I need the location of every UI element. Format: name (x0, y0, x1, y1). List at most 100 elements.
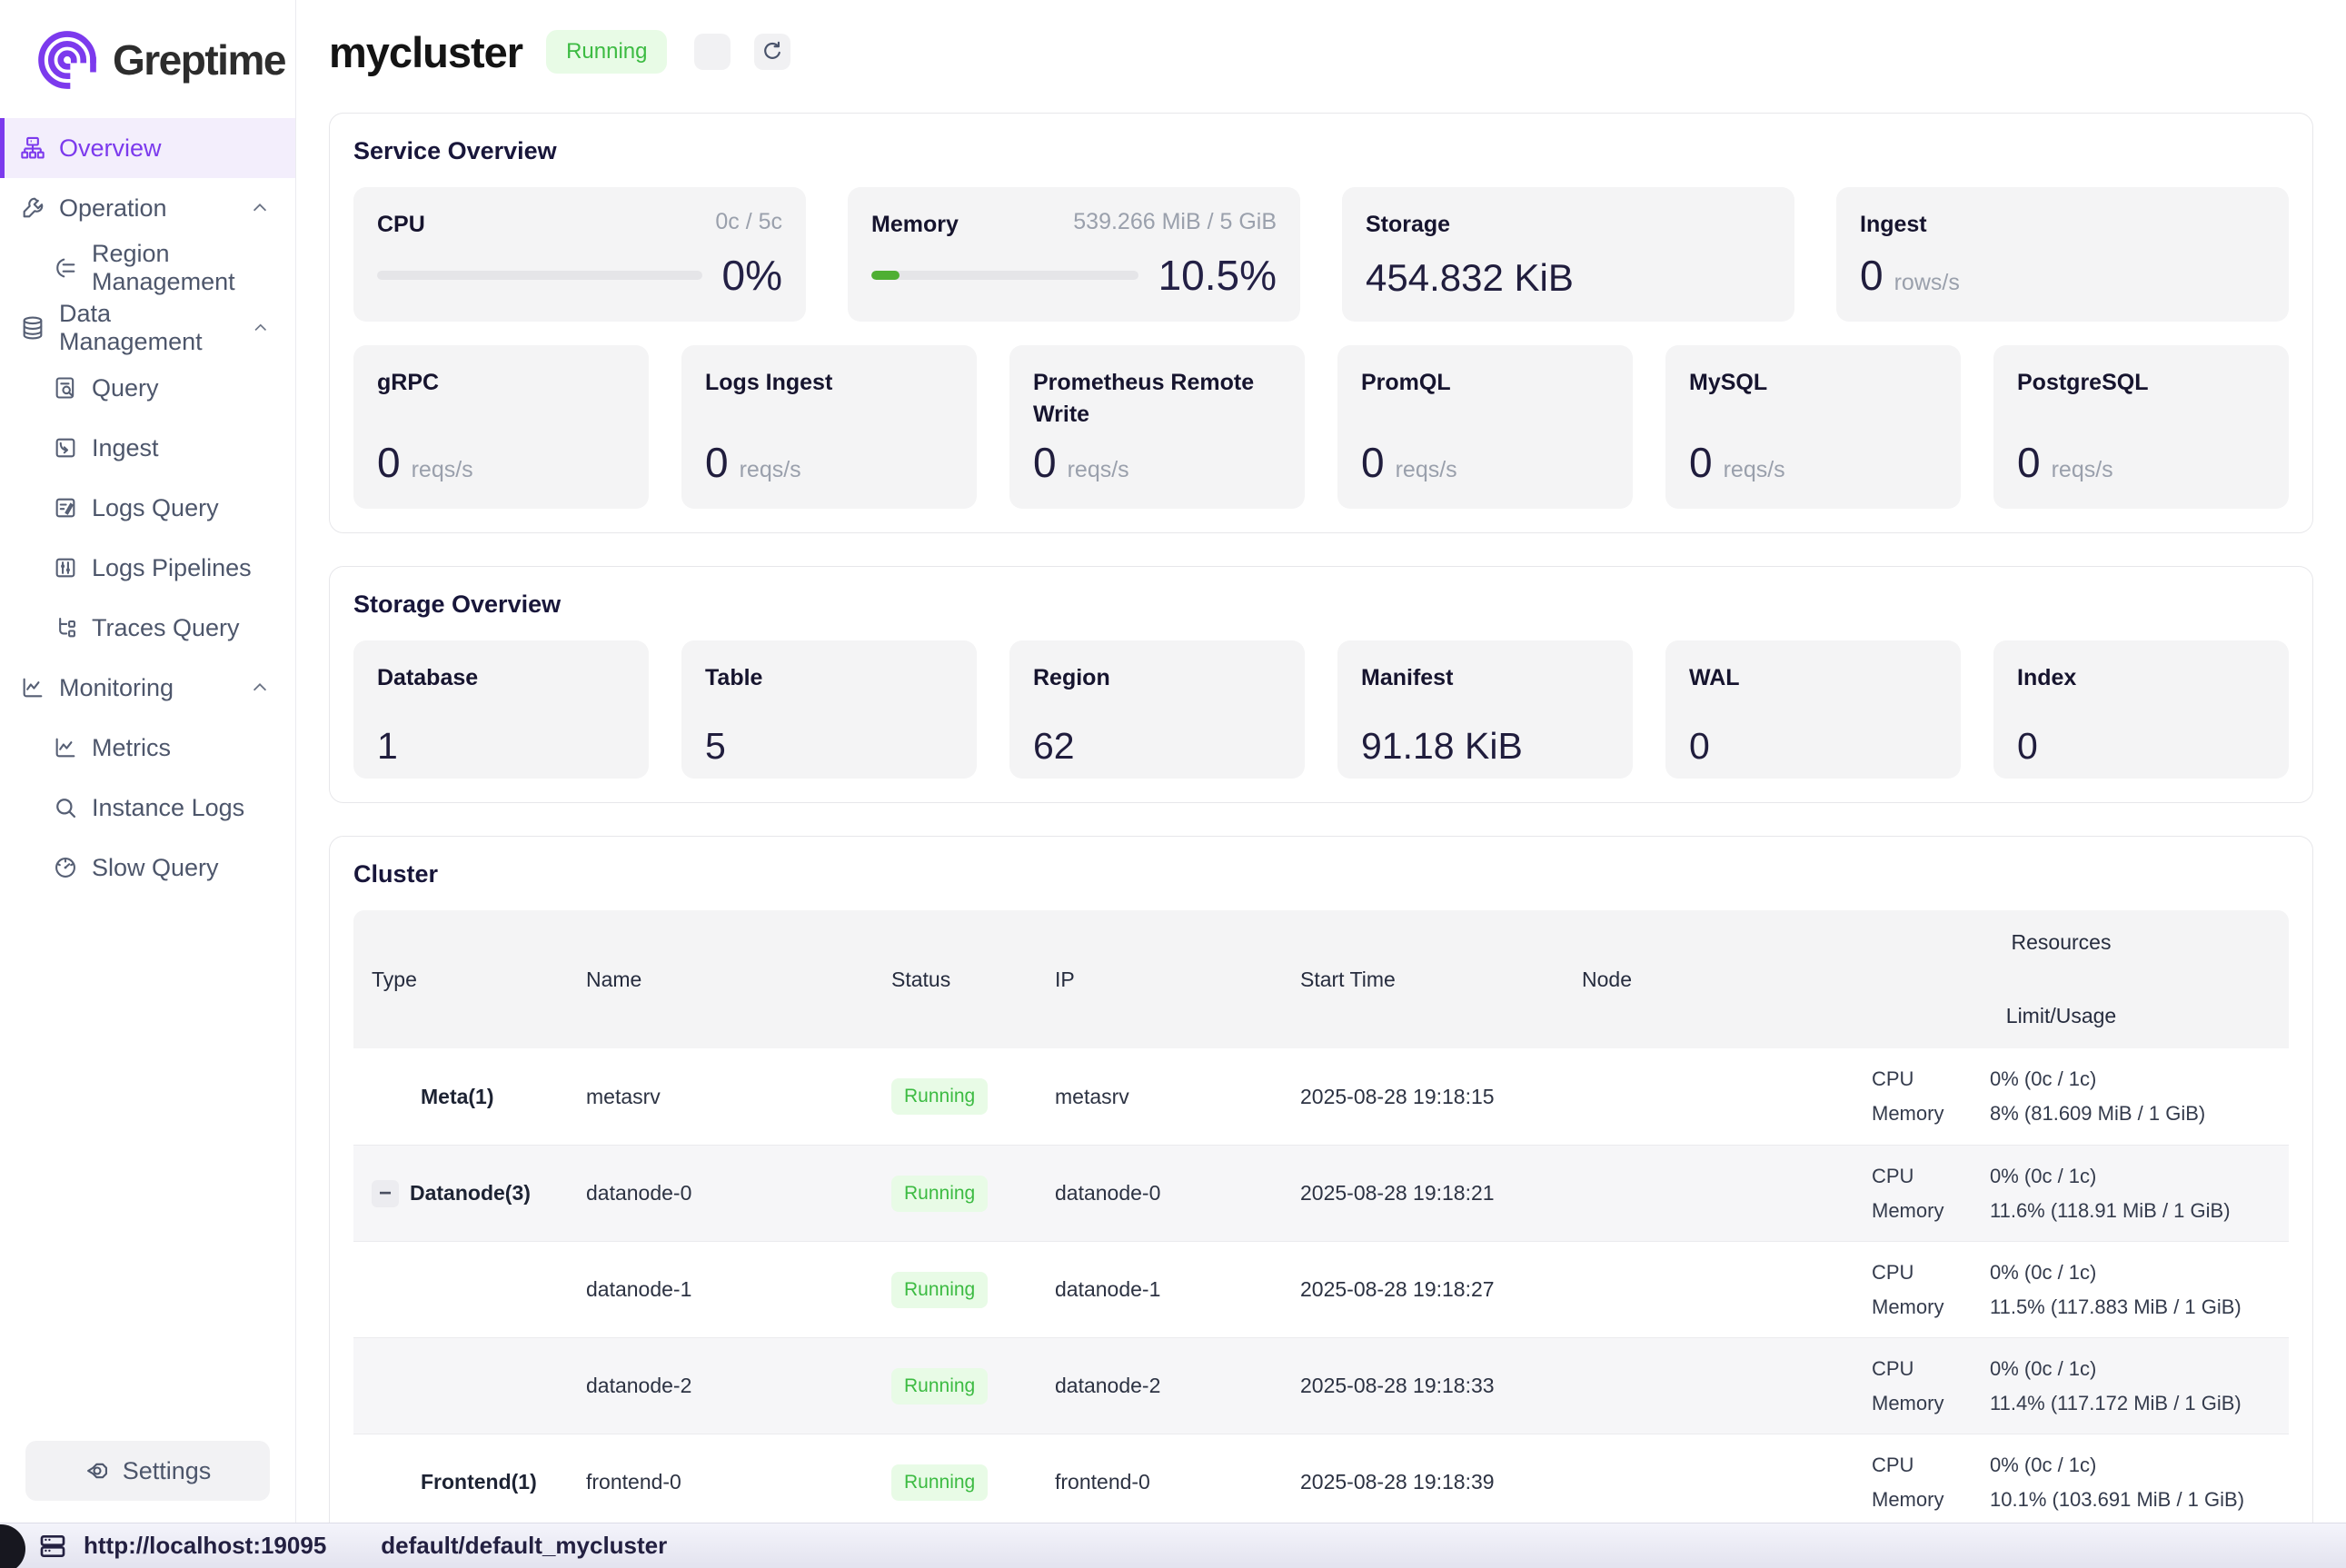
column-header-ip: IP (1055, 967, 1075, 991)
row-name: datanode-1 (586, 1277, 692, 1301)
traces-tree-icon (59, 618, 75, 638)
sidebar-item-ingest[interactable]: Ingest (0, 418, 295, 478)
mysql-value: 0 (1689, 439, 1713, 486)
row-start-time: 2025-08-28 19:18:15 (1300, 1084, 1495, 1108)
row-status-badge: Running (891, 1464, 989, 1501)
row-start-time: 2025-08-28 19:18:21 (1300, 1181, 1495, 1205)
index-card: Index 0 (1993, 640, 2289, 779)
row-memory-label: Memory (1872, 1487, 1944, 1511)
sidebar-item-logs-query[interactable]: Logs Query (0, 478, 295, 538)
sidebar-item-label: Ingest (92, 433, 159, 461)
index-value: 0 (2017, 725, 2038, 767)
table-row-datanode-1[interactable]: datanode-1 Running datanode-1 2025-08-28… (353, 1241, 2289, 1337)
sidebar-group-monitoring[interactable]: Monitoring (0, 658, 295, 718)
server-url[interactable]: http://localhost:19095 (84, 1532, 327, 1559)
cluster-title: Cluster (353, 860, 439, 888)
header-action-button[interactable] (694, 34, 731, 70)
page-header: mycluster Running (329, 24, 2313, 80)
pipelines-sliders-icon (55, 558, 75, 578)
row-start-time: 2025-08-28 19:18:33 (1300, 1374, 1495, 1397)
chevron-up-icon[interactable] (250, 678, 270, 698)
wal-value: 0 (1689, 725, 1710, 767)
storage-overview-title: Storage Overview (353, 590, 562, 618)
column-header-node: Node (1582, 967, 1632, 991)
postgresql-card-title: PostgreSQL (2017, 370, 2149, 395)
chevron-up-icon[interactable] (252, 318, 270, 338)
storage-card-title: Storage (1366, 212, 1451, 237)
greptime-spiral-icon (38, 31, 96, 89)
row-name: frontend-0 (586, 1470, 681, 1494)
sidebar-item-slow-query[interactable]: Slow Query (0, 838, 295, 898)
sidebar-item-label: Slow Query (92, 853, 219, 881)
mysql-card: MySQL 0 reqs/s (1665, 345, 1961, 509)
row-type: Frontend(1) (421, 1470, 537, 1494)
settings-button[interactable]: Settings (25, 1441, 270, 1501)
refresh-icon (764, 41, 781, 59)
promql-card-title: PromQL (1361, 370, 1451, 395)
row-cpu-value: 0% (0c / 1c) (1990, 1260, 2097, 1284)
row-ip: datanode-2 (1055, 1374, 1161, 1397)
sidebar-item-label: Logs Query (92, 493, 219, 521)
row-name: metasrv (586, 1084, 661, 1108)
table-row-frontend-0[interactable]: Frontend(1) frontend-0 Running frontend-… (353, 1434, 2289, 1530)
sidebar-group-label: Data Management (59, 300, 203, 355)
table-row-datanode-0[interactable]: − Datanode(3) datanode-0 Running datanod… (353, 1145, 2289, 1241)
grpc-card-title: gRPC (377, 370, 440, 395)
table-row-datanode-2[interactable]: datanode-2 Running datanode-2 2025-08-28… (353, 1337, 2289, 1434)
refresh-button[interactable] (754, 34, 791, 70)
sidebar-nav: Overview Operation Region Management (0, 118, 295, 898)
row-cpu-value: 0% (0c / 1c) (1990, 1164, 2097, 1187)
sidebar-item-traces-query[interactable]: Traces Query (0, 598, 295, 658)
server-icon (40, 1534, 65, 1557)
row-type: Datanode(3) (410, 1181, 531, 1205)
sidebar-item-label: Logs Pipelines (92, 553, 252, 581)
sidebar-item-logs-pipelines[interactable]: Logs Pipelines (0, 538, 295, 598)
memory-limit: 539.266 MiB / 5 GiB (1073, 209, 1277, 234)
mysql-unit: reqs/s (1723, 457, 1785, 482)
row-cpu-value: 0% (0c / 1c) (1990, 1356, 2097, 1380)
sidebar-item-metrics[interactable]: Metrics (0, 718, 295, 778)
chevron-up-icon[interactable] (250, 198, 270, 218)
region-management-icon (56, 258, 75, 278)
row-name: datanode-2 (586, 1374, 692, 1397)
sidebar-group-label: Monitoring (59, 673, 174, 701)
logs-ingest-unit: reqs/s (739, 457, 801, 482)
storage-value: 454.832 KiB (1366, 256, 1574, 299)
row-memory-label: Memory (1872, 1102, 1944, 1125)
cluster-table-header: Type Name Status IP Start Time Node Reso… (353, 910, 2289, 1048)
sidebar-group-data-management[interactable]: Data Management (0, 298, 295, 358)
cpu-card: CPU 0c / 5c 0% (353, 187, 806, 322)
row-cpu-label: CPU (1872, 1260, 1914, 1284)
sidebar-item-label: Metrics (92, 733, 171, 761)
row-memory-label: Memory (1872, 1391, 1944, 1414)
search-icon (56, 799, 76, 819)
storage-overview-cards: Database 1 Table 5 Region 62 Manifest 91… (353, 640, 2289, 779)
monitor-chart-icon (23, 678, 43, 698)
promql-card: PromQL 0 reqs/s (1337, 345, 1633, 509)
table-row-metasrv[interactable]: Meta(1) metasrv Running metasrv 2025-08-… (353, 1048, 2289, 1145)
gear-icon (86, 1463, 107, 1479)
sidebar-group-operation[interactable]: Operation (0, 178, 295, 238)
ingest-unit: rows/s (1894, 270, 1960, 295)
sidebar-group-label: Operation (59, 194, 167, 222)
corner-floating-button[interactable] (0, 1524, 25, 1568)
sidebar-item-overview[interactable]: Overview (0, 118, 295, 178)
column-header-limit-usage: Limit/Usage (2005, 1004, 2117, 1027)
row-memory-label: Memory (1872, 1295, 1944, 1318)
service-overview-row2: gRPC 0 reqs/s Logs Ingest 0 reqs/s Prometh… (353, 345, 2289, 509)
settings-label: Settings (122, 1456, 212, 1484)
grpc-value: 0 (377, 439, 401, 486)
index-card-title: Index (2017, 665, 2077, 690)
column-header-resources: Resources (2011, 930, 2112, 954)
sidebar-item-instance-logs[interactable]: Instance Logs (0, 778, 295, 838)
row-memory-value: 8% (81.609 MiB / 1 GiB) (1990, 1102, 2206, 1125)
brand-logo[interactable]: Greptime (0, 0, 295, 102)
ingest-folder-icon (55, 438, 75, 458)
collapse-datanode-button[interactable]: − (372, 1179, 399, 1207)
current-database[interactable]: default/default_mycluster (381, 1532, 668, 1559)
wal-card-title: WAL (1689, 665, 1740, 690)
memory-card-title: Memory (871, 212, 959, 237)
sidebar-item-region-management[interactable]: Region Management (0, 238, 295, 298)
grpc-card: gRPC 0 reqs/s (353, 345, 649, 509)
sidebar-item-query[interactable]: Query (0, 358, 295, 418)
